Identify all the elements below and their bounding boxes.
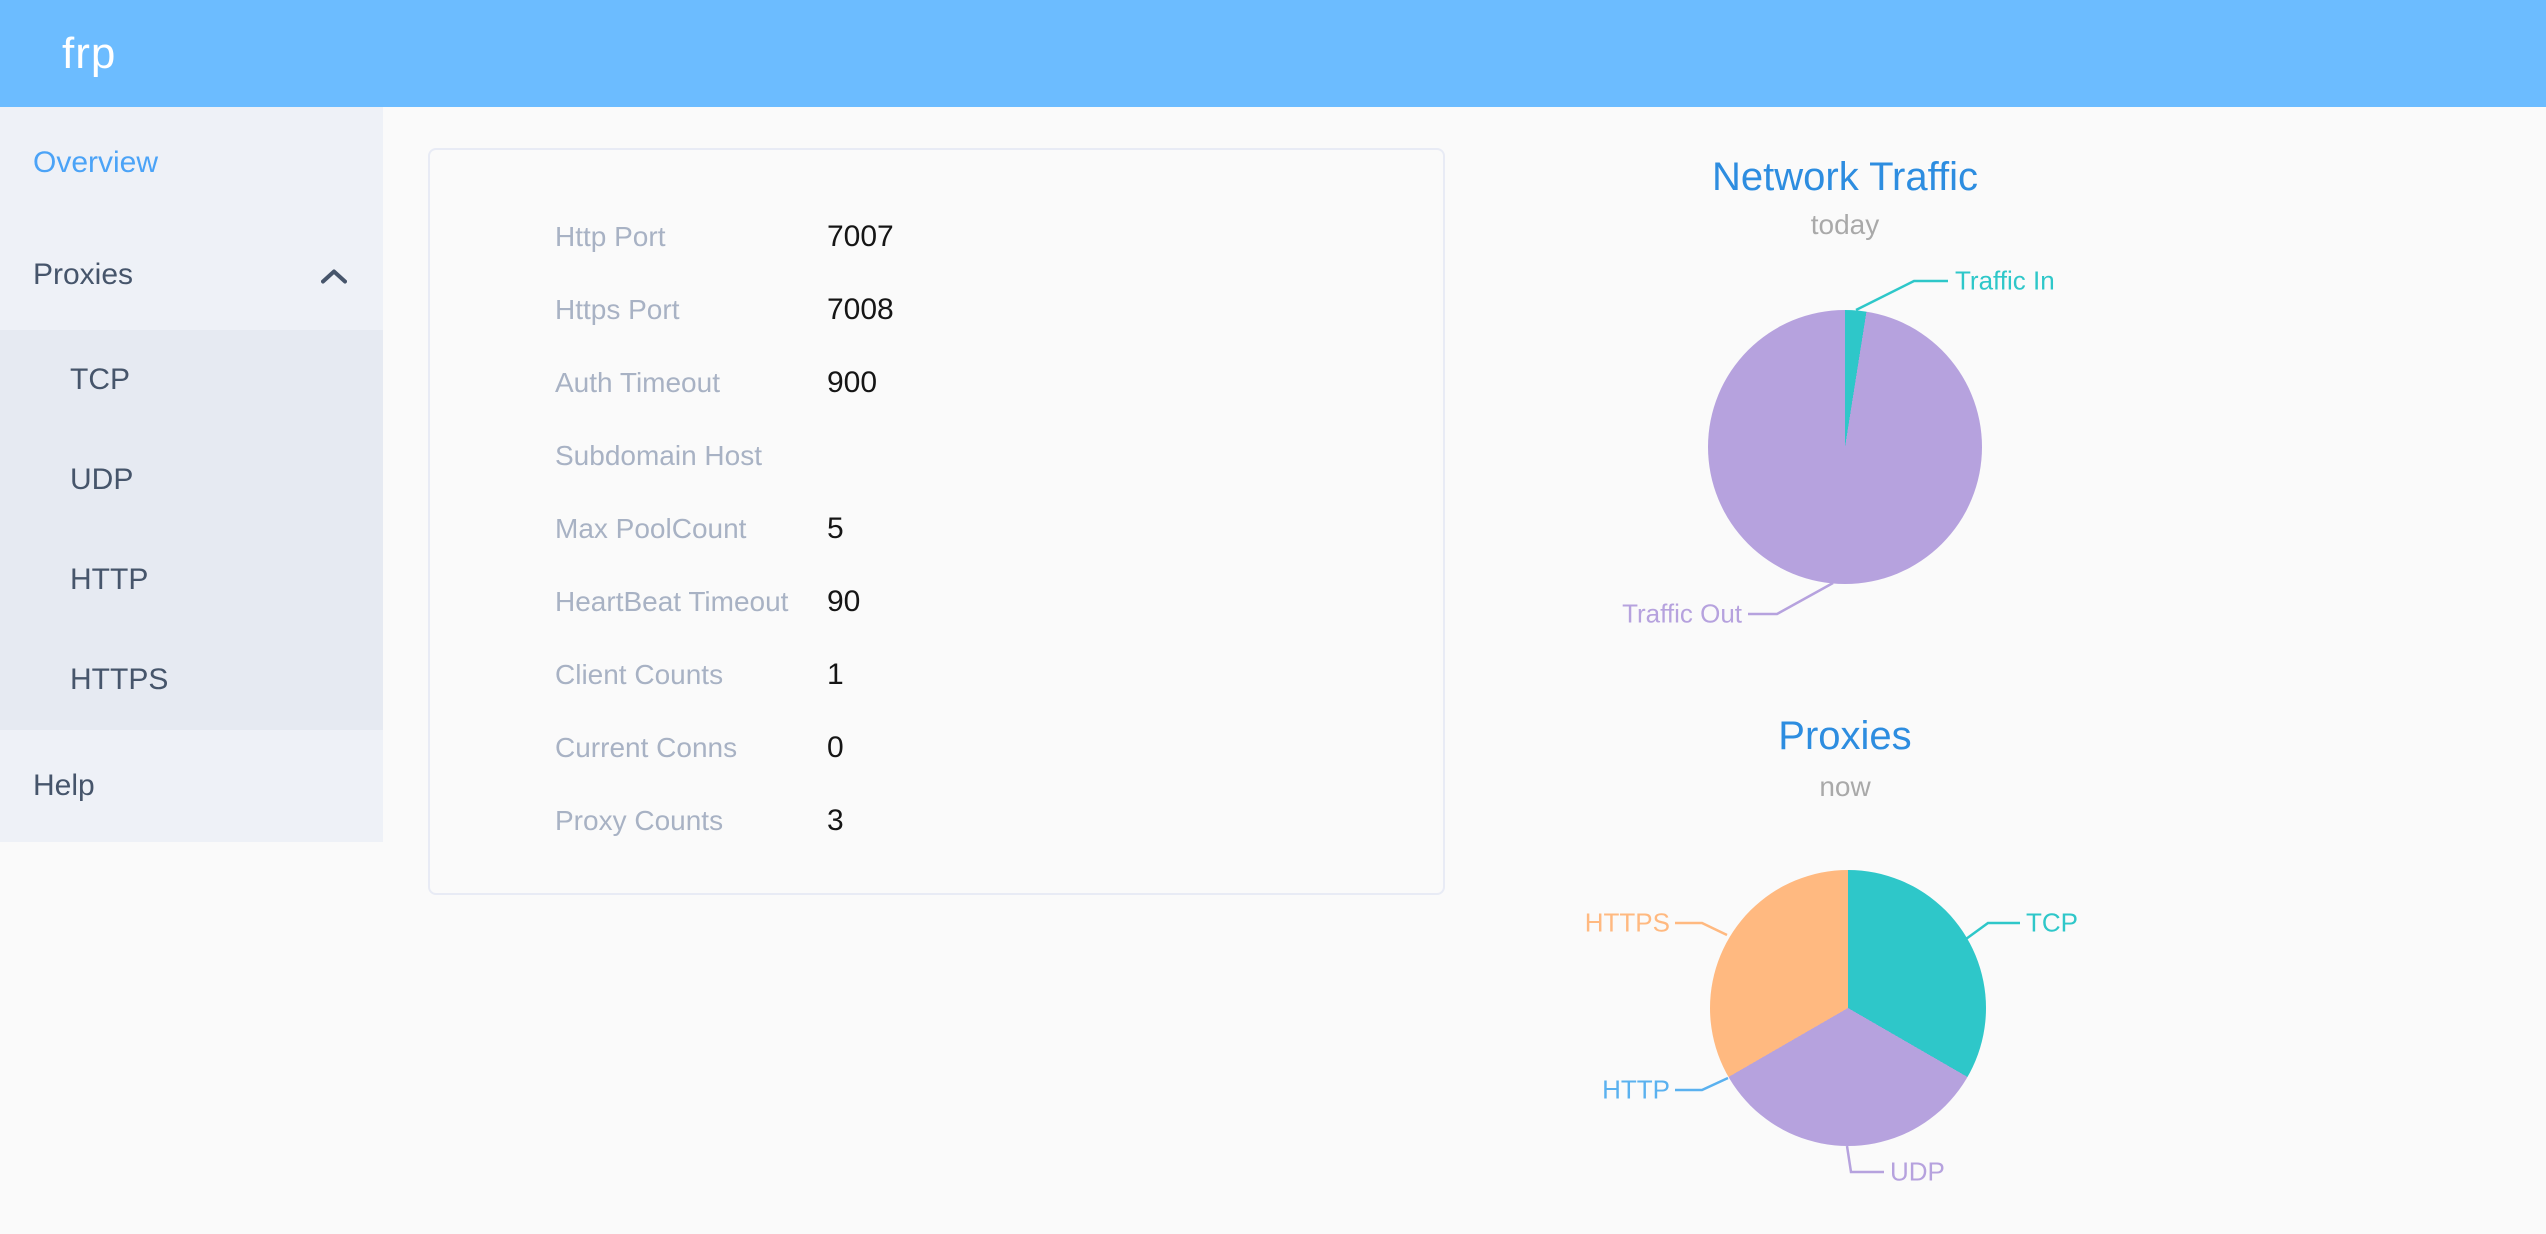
leader-http <box>1675 1076 1729 1092</box>
info-label: Https Port <box>555 293 680 325</box>
sidebar-item-http[interactable]: HTTP <box>0 530 383 630</box>
info-value: 5 <box>827 511 844 545</box>
info-label: Client Counts <box>555 658 724 690</box>
info-value: 7008 <box>827 292 894 326</box>
info-value: 90 <box>827 584 861 618</box>
sidebar-item-label: HTTPS <box>70 663 169 696</box>
chevron-up-icon <box>321 258 347 292</box>
sidebar-item-label: HTTP <box>70 563 149 596</box>
info-label: Current Conns <box>555 731 738 763</box>
label-traffic-in: Traffic In <box>1955 265 2055 296</box>
chart-title: Network Traffic <box>1712 155 1978 199</box>
info-value: 7007 <box>827 219 894 253</box>
sidebar-item-label: Help <box>33 769 95 802</box>
info-value: 0 <box>827 730 844 764</box>
sidebar-item-label: Overview <box>33 146 159 179</box>
leader-traffic-out <box>1748 581 1834 616</box>
sidebar-item-label: UDP <box>70 463 134 496</box>
info-value: 900 <box>827 365 878 399</box>
server-info-card: Http Port 7007 Https Port 7008 Auth Time… <box>428 148 1445 895</box>
info-label: Max PoolCount <box>555 512 747 544</box>
info-label: HeartBeat Timeout <box>555 585 789 617</box>
label-https: HTTPS <box>1584 907 1670 938</box>
sidebar-item-tcp[interactable]: TCP <box>0 330 383 430</box>
sidebar-item-label: TCP <box>70 363 130 396</box>
info-label: Proxy Counts <box>555 804 724 836</box>
info-row-https-port: Https Port 7008 <box>430 273 1443 346</box>
frp-logo: frp <box>62 28 117 78</box>
info-row-auth-timeout: Auth Timeout 900 <box>430 346 1443 419</box>
proxies-pie[interactable] <box>1710 870 1986 1146</box>
sidebar-item-https[interactable]: HTTPS <box>0 630 383 730</box>
leader-https <box>1675 921 1728 937</box>
leader-udp <box>1845 1145 1884 1174</box>
sidebar-item-help[interactable]: Help <box>0 730 383 842</box>
sidebar-submenu: TCP UDP HTTP HTTPS <box>0 330 383 730</box>
label-tcp: TCP <box>2026 907 2078 938</box>
info-row-subdomain-host: Subdomain Host <box>430 419 1443 492</box>
info-label: Subdomain Host <box>555 439 763 471</box>
sidebar-item-label: Proxies <box>33 257 134 291</box>
info-label: Auth Timeout <box>555 366 720 398</box>
label-udp: UDP <box>1890 1156 1945 1187</box>
leader-traffic-in <box>1855 279 1948 312</box>
chart-subtitle: today <box>1810 209 1880 240</box>
label-traffic-out: Traffic Out <box>1622 598 1742 629</box>
info-row-http-port: Http Port 7007 <box>430 200 1443 273</box>
label-http: HTTP <box>1602 1074 1670 1105</box>
info-value: 3 <box>827 803 844 837</box>
sidebar: Overview Proxies TCP UDP HTTP HTTPS Help <box>0 107 383 842</box>
info-value: 1 <box>827 657 844 691</box>
info-row-proxy-counts: Proxy Counts 3 <box>430 784 1443 857</box>
sidebar-item-overview[interactable]: Overview <box>0 107 383 219</box>
network-traffic-pie[interactable] <box>1708 310 1982 584</box>
info-label: Http Port <box>555 220 666 252</box>
chart-title: Proxies <box>1778 714 1912 758</box>
info-row-current-conns: Current Conns 0 <box>430 711 1443 784</box>
info-row-client-counts: Client Counts 1 <box>430 638 1443 711</box>
leader-tcp <box>1965 921 2020 941</box>
info-row-heartbeat-timeout: HeartBeat Timeout 90 <box>430 565 1443 638</box>
info-row-max-poolcount: Max PoolCount 5 <box>430 492 1443 565</box>
chart-subtitle: now <box>1819 771 1871 802</box>
sidebar-item-udp[interactable]: UDP <box>0 430 383 530</box>
app-header: frp <box>0 0 2546 107</box>
sidebar-item-proxies[interactable]: Proxies <box>0 219 383 330</box>
